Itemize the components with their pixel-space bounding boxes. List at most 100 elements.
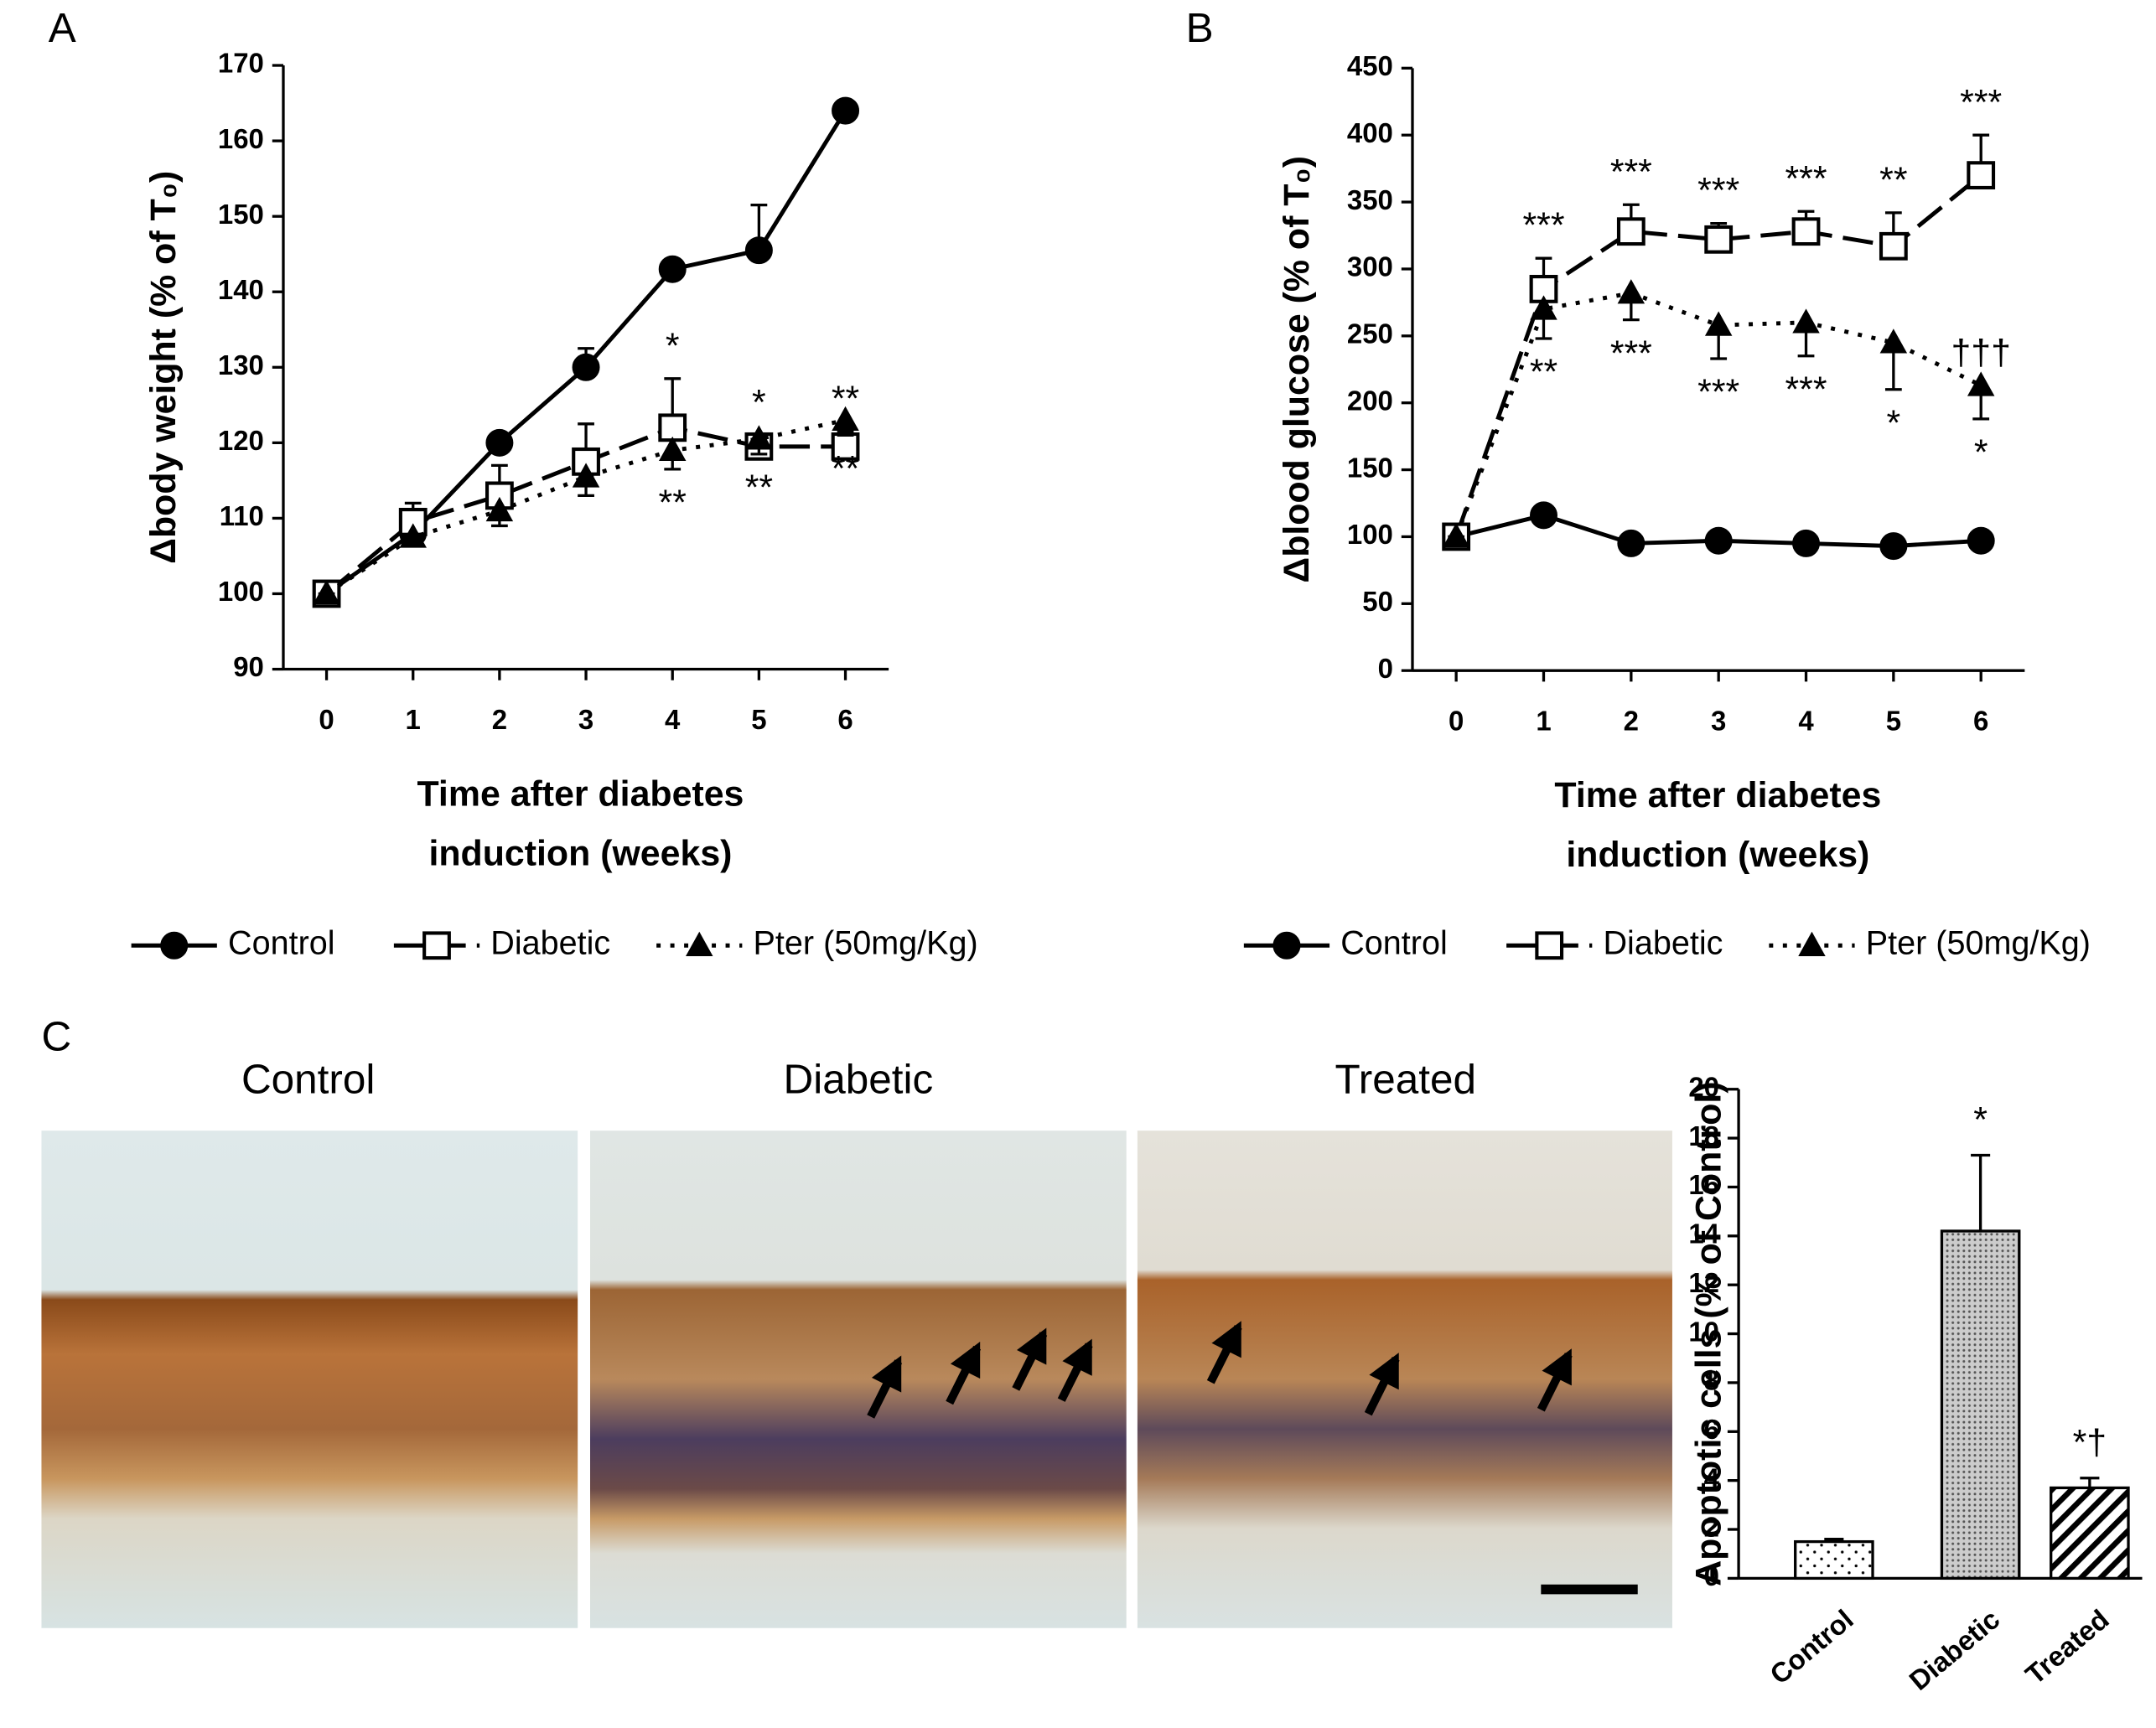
x-tick-label: 1 [406,704,421,735]
marker [745,425,773,450]
bar [1794,1539,1874,1581]
x-tick-label: 6 [837,704,853,735]
marker [1967,526,1995,555]
y-tick-label: 12 [1688,1267,1719,1298]
marker [399,523,427,548]
marker [832,96,860,125]
marker [1704,225,1734,254]
annotation: *** [1522,205,1564,246]
marker [1704,526,1733,555]
y-tick-label: 90 [233,651,264,682]
y-tick-label: 4 [1704,1462,1720,1493]
marker [1791,217,1821,246]
legend-marker [686,931,713,956]
marker [744,236,773,265]
y-tick-label: 10 [1688,1316,1719,1347]
y-tick-label: 110 [220,500,264,531]
panel-label: A [49,5,76,51]
y-tick-label: 18 [1688,1120,1719,1151]
annotation: * [1974,432,1988,473]
marker [1617,279,1646,304]
arrows [867,1321,1573,1419]
panel-label: B [1186,5,1214,51]
marker [658,436,687,462]
y-tick-label: 300 [1347,251,1393,282]
x-tick-label: 2 [492,704,507,735]
y-tick-label: 450 [1347,50,1393,81]
y-tick-label: 170 [218,48,264,79]
annotation: *** [1610,152,1652,192]
annotation: *** [1697,372,1739,412]
x-tick-label: Control [1764,1603,1859,1690]
y-tick-label: 100 [1347,519,1393,550]
legend-label: Pter (50mg/Kg) [1866,925,2091,962]
x-axis-label: induction (weeks) [428,833,732,873]
y-tick-label: 2 [1704,1512,1719,1543]
x-tick-label: 3 [578,704,593,735]
micrograph-title: Control [241,1057,375,1103]
marker [1530,501,1557,530]
annotation: *** [1785,370,1827,410]
micrograph [41,1130,578,1628]
legend-marker [422,931,451,960]
marker [658,413,687,442]
y-tick-label: 150 [218,199,264,230]
annotation: ** [832,449,860,489]
legend-label: Diabetic [1604,925,1723,962]
y-tick-label: 0 [1704,1560,1719,1591]
annotation: *** [1960,82,2002,122]
x-tick-label: 1 [1536,706,1551,737]
legend-label: Control [1340,925,1447,962]
y-tick-label: 8 [1704,1365,1719,1396]
marker [1879,231,1908,261]
annotation: ** [1530,352,1558,392]
y-tick-label: 100 [218,576,264,607]
x-axis-label: induction (weeks) [1566,835,1869,875]
annotation: *** [1785,158,1827,199]
x-tick-label: 0 [1449,706,1464,737]
marker [1442,522,1470,548]
y-tick-label: 0 [1378,653,1393,684]
marker [1616,217,1646,246]
micrograph [1137,1130,1672,1628]
marker [1879,532,1908,561]
y-tick-label: 350 [1347,184,1393,215]
micrograph [590,1130,1127,1628]
marker [658,255,687,283]
annotation: *† [2073,1422,2107,1462]
y-tick-label: 250 [1347,318,1393,349]
legend-label: Pter (50mg/Kg) [754,925,978,962]
y-axis-label: Δblood glucose (% of T₀) [1277,156,1317,583]
y-tick-label: 130 [218,349,264,380]
legend-label: Control [228,925,335,962]
legend-marker [1272,931,1301,960]
bar [1940,1229,2021,1581]
y-tick-label: 150 [1347,452,1393,483]
marker [1704,311,1733,336]
legend-marker [160,931,189,960]
y-tick-label: 14 [1688,1218,1719,1249]
marker [1792,308,1820,334]
x-tick-label: 6 [1973,706,1988,737]
annotation: * [666,326,680,366]
marker [1617,529,1646,557]
x-tick-label: Treated [2019,1603,2115,1690]
marker [485,428,514,457]
x-tick-label: 2 [1624,706,1639,737]
annotation: * [752,382,766,422]
x-tick-label: 5 [751,704,766,735]
y-tick-label: 160 [218,123,264,154]
x-tick-label: 0 [319,704,334,735]
y-tick-label: 400 [1347,117,1393,148]
marker [1792,529,1821,557]
marker [1967,371,1995,396]
marker [832,406,859,432]
y-tick-label: 6 [1704,1414,1719,1445]
y-tick-label: 16 [1688,1169,1719,1200]
marker [485,496,514,522]
annotation: ** [1879,160,1908,200]
x-tick-label: 4 [665,704,681,735]
marker [572,353,600,381]
annotation: ** [659,483,687,523]
